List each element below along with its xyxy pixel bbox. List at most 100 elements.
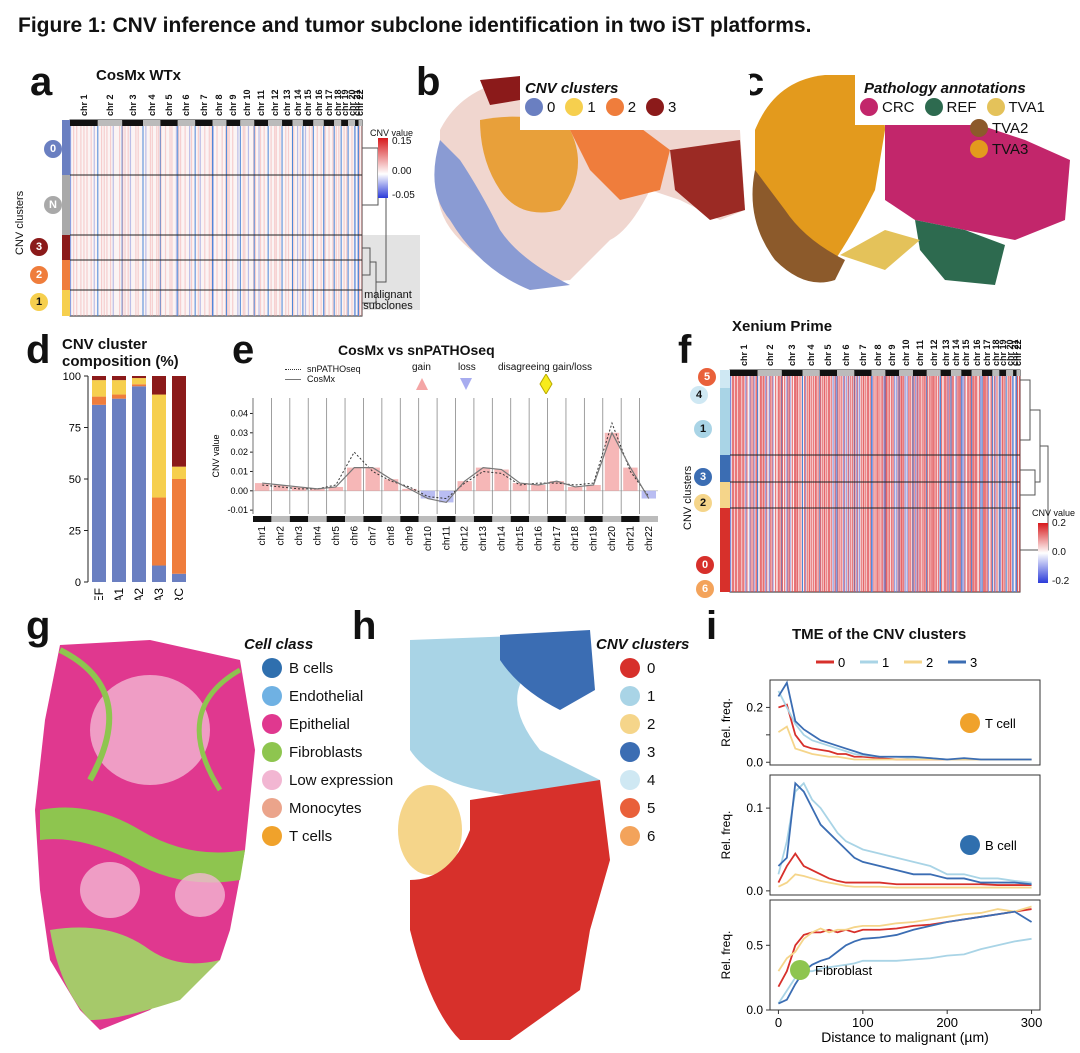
series-CosMx — [262, 431, 650, 504]
cnv-stripe — [788, 376, 790, 592]
cnv-stripe — [259, 126, 262, 316]
colorbar-tick: 0.0 — [1052, 547, 1066, 558]
cnv-stripe — [862, 376, 864, 592]
cnv-stripe — [122, 126, 124, 316]
legend-label: CosMx — [307, 374, 336, 384]
chromosome-label-chr18: chr18 — [570, 526, 581, 551]
region-cluster-0 — [410, 780, 610, 1040]
chromosome-label-chr-11: chr 11 — [256, 89, 267, 116]
cnv-stripe — [999, 376, 1002, 592]
cnv-stripe — [908, 376, 910, 592]
cnv-stripe — [285, 126, 287, 316]
legend-swatch — [646, 98, 665, 116]
cnv-stripe — [178, 126, 180, 316]
colorbar-tick: -0.05 — [392, 190, 415, 201]
legend-item: Fibroblasts — [262, 742, 393, 762]
chromosome-band — [510, 516, 530, 522]
cnv-stripe — [296, 126, 299, 316]
subplot-frame-b-cell — [769, 774, 1041, 896]
cnv-stripe — [918, 376, 920, 592]
legend-swatch — [620, 826, 640, 846]
legend-swatch — [262, 658, 282, 678]
chromosome-label-chr-13: chr 13 — [282, 89, 293, 116]
chromosome-band — [473, 516, 493, 522]
legend-label: 5 — [647, 799, 656, 817]
chromosome-label-chr-14: chr 14 — [292, 89, 303, 116]
chromosome-label-chr-22: chr 22 — [355, 89, 366, 116]
series-b-cell-cluster-2 — [778, 873, 1032, 889]
region-fibroblasts — [40, 807, 245, 883]
cnv-stripe — [106, 126, 108, 316]
cnv-area-chr9 — [402, 488, 417, 491]
cnv-stripe — [270, 126, 272, 316]
y-axis-label: CNV value — [211, 434, 221, 477]
cnv-stripe — [180, 126, 182, 316]
cnv-stripe — [974, 376, 977, 592]
cnv-stripe — [164, 126, 167, 316]
y-tick-label: 0.0 — [746, 884, 763, 898]
cnv-stripe — [814, 376, 817, 592]
cnv-stripe — [738, 376, 740, 592]
legend-label: 1 — [587, 98, 596, 116]
cnv-area-chr19 — [586, 485, 601, 491]
bar-tva1-cluster-1 — [112, 380, 126, 395]
cnv-stripe — [813, 376, 815, 592]
cnv-stripe — [863, 376, 865, 592]
legend-label-0: 0 — [838, 655, 845, 670]
chromosome-band — [313, 120, 324, 126]
legend-swatch — [620, 686, 640, 706]
region-cluster-3 — [670, 140, 745, 220]
chromosome-band — [302, 120, 314, 126]
bar-ref-cluster-2 — [92, 396, 106, 405]
cnv-stripe — [731, 376, 734, 592]
panel-e-symbol-legend — [416, 374, 553, 394]
cluster-bar-0 — [720, 508, 730, 592]
region-low-expression — [175, 873, 225, 917]
y-tick-label: 50 — [69, 474, 81, 486]
subplot-frame-t-cell — [769, 679, 1041, 766]
cnv-stripe — [946, 376, 948, 592]
chromosome-band — [730, 370, 758, 376]
cnv-stripe — [834, 376, 836, 592]
chromosome-label-chr-3: chr 3 — [127, 94, 138, 116]
cluster-marker-2: 2 — [694, 494, 712, 512]
legend-label: 3 — [668, 98, 677, 116]
legend-item: B cells — [262, 658, 393, 678]
legend-label: 0 — [647, 659, 656, 677]
bar-crc-cluster-0 — [172, 573, 186, 582]
x-tick-label-tva3: TVA3 — [152, 588, 166, 600]
cnv-stripe — [254, 126, 256, 316]
cnv-stripe — [1009, 376, 1011, 592]
cnv-stripe — [854, 376, 856, 592]
bar-tva3-cluster-2 — [152, 497, 166, 566]
y-tick-label: 0.1 — [746, 801, 763, 815]
y-tick-label: 100 — [63, 371, 81, 383]
cnv-stripe — [137, 126, 139, 316]
colorbar-tick: -0.2 — [1052, 576, 1070, 587]
cnv-stripe — [358, 126, 361, 316]
loss-label: loss — [458, 362, 476, 373]
chromosome-label-chr-15: chr 15 — [303, 89, 314, 116]
series-t-cell-cluster-2 — [777, 725, 1032, 761]
cnv-stripe — [896, 376, 898, 592]
cnv-area-chr5 — [328, 486, 344, 491]
cnv-stripe — [70, 126, 72, 316]
region-CRC — [885, 120, 1070, 240]
cnv-stripe — [900, 376, 903, 592]
cnv-stripe — [955, 376, 957, 592]
region-fibroblasts — [50, 927, 220, 1020]
cnv-stripe — [993, 376, 996, 592]
cnv-stripe — [937, 376, 940, 592]
x-tick-label: 0 — [775, 1015, 782, 1030]
cnv-stripe — [73, 126, 75, 316]
cnv-stripe — [343, 126, 345, 316]
cnv-stripe — [791, 376, 793, 592]
chromosome-label-chr-15: chr 15 — [961, 339, 972, 366]
legend-label: TVA3 — [992, 140, 1029, 158]
chromosome-band — [492, 516, 511, 522]
panel-label-h: h — [352, 604, 377, 648]
cnv-stripe — [944, 376, 947, 592]
x-tick-label-tva2: TVA2 — [132, 588, 146, 600]
cnv-stripe — [90, 126, 92, 316]
legend-swatch — [620, 742, 640, 762]
